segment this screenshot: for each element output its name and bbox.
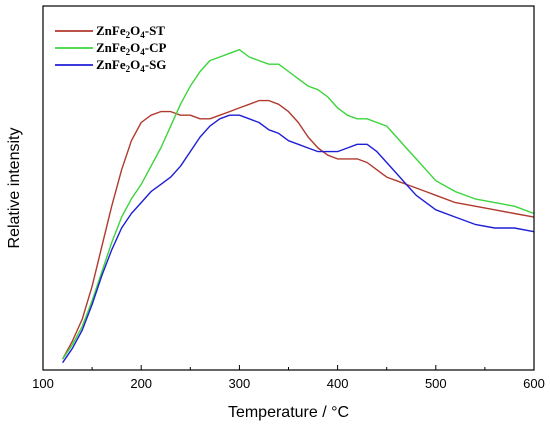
x-tick-label: 600 [523,376,545,391]
legend-label-part: ZnFe [96,57,126,72]
legend-label: ZnFe2O4-CP [96,40,166,57]
legend-label-part: 2 [126,30,131,40]
series-line-ZnFe2O4-CP [62,49,535,360]
series-layer [61,49,535,364]
axis-layer: 100 200 300 400 500 600 [32,365,545,391]
legend-label-part: ZnFe [96,23,126,38]
y-axis-title: Relative intensity [6,128,23,249]
legend-label-part: 4 [140,64,145,74]
x-tick-label: 200 [130,376,152,391]
x-axis-title: Temperature / °C [228,404,349,421]
legend-label: ZnFe2O4-SG [96,57,166,74]
legend-label-part: 4 [140,30,145,40]
legend-label-part: -SG [145,57,167,72]
legend-label: ZnFe2O4-ST [96,23,165,40]
x-tick-label: 500 [425,376,447,391]
legend-label-part: ZnFe [96,40,126,55]
legend-label-part: 2 [126,64,131,74]
x-tick-label: 100 [32,376,54,391]
series-line-ZnFe2O4-SG [62,114,535,364]
x-tick-label: 300 [229,376,251,391]
legend-label-part: -CP [145,40,167,55]
x-tick-label: 400 [327,376,349,391]
legend-label-part: O [130,57,140,72]
legend-label-part: 4 [140,47,145,57]
series-line-ZnFe2O4-ST [61,99,535,360]
legend-label-part: 2 [126,47,131,57]
legend-label-part: O [130,40,140,55]
legend-label-part: -ST [145,23,166,38]
legend-label-part: O [130,23,140,38]
